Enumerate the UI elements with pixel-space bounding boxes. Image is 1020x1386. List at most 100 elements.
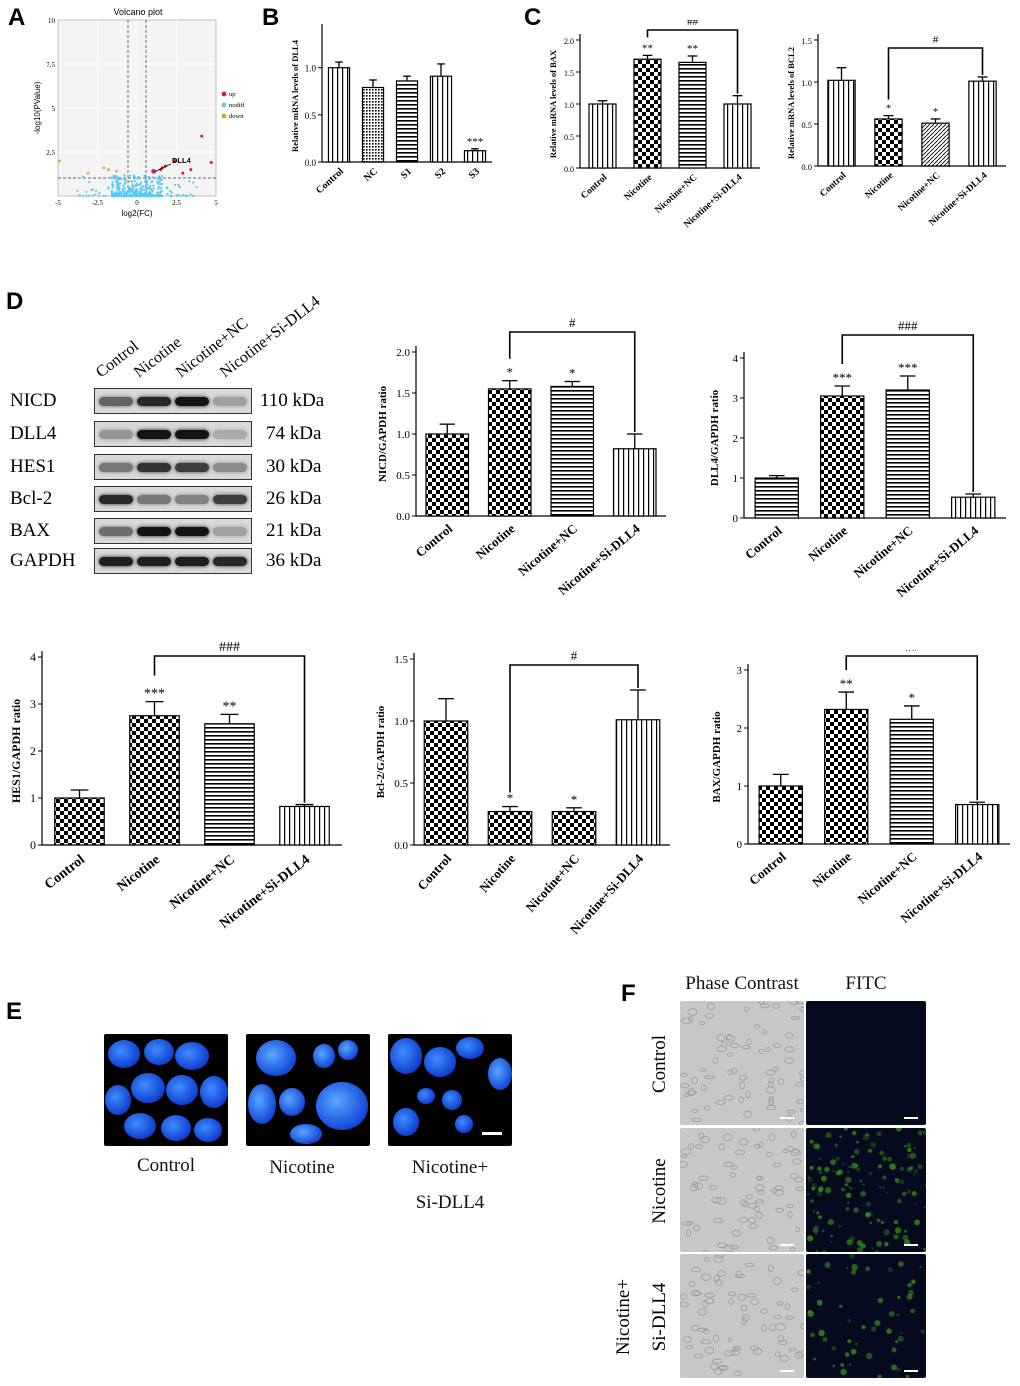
- point-nodiff: [122, 194, 125, 197]
- y-tick-label: 0: [737, 839, 743, 851]
- y-tick-label: 1.5: [801, 36, 812, 46]
- comparison-bracket: [841, 334, 975, 492]
- point-nodiff: [160, 186, 163, 190]
- chart-dll4-mrna: 0.0 0.5 1.0 Relative mRNA levels of DLL4 Con…: [290, 24, 492, 197]
- bar-control: [758, 785, 803, 845]
- caption-si-dll4: Si-DLL4: [415, 1192, 485, 1213]
- header-phase-contrast: Phase Contrast: [685, 973, 799, 994]
- point-nodiff: [114, 180, 118, 183]
- point-nodiff: [184, 194, 187, 198]
- panel-label-d: D: [6, 288, 24, 315]
- point-nodiff: [157, 177, 160, 180]
- band: [175, 430, 209, 439]
- point-nodiff: [140, 187, 143, 190]
- x-category-label: S3: [467, 166, 482, 181]
- row-label-nicotine-si-dll4: Nicotine+ Si-DLL4: [613, 1278, 670, 1356]
- point-nodiff: [152, 187, 155, 190]
- y-axis-label: Bcl-2/GAPDH ratio: [375, 705, 387, 798]
- nuclei-image-nicotine-si-dll4: [388, 1034, 512, 1146]
- point-nodiff: [117, 192, 121, 195]
- bar-nicotine: [874, 118, 903, 167]
- bar-nicotine-si-dll4: [615, 719, 661, 846]
- point-nodiff: [135, 193, 138, 197]
- legend-nodiff: nodiff: [229, 102, 246, 109]
- point-nodiff: [118, 193, 121, 197]
- bracket-label: ##: [905, 650, 919, 654]
- phase-contrast-image: [680, 1128, 804, 1252]
- blot-strip-nicd: [94, 388, 252, 414]
- point-nodiff: [129, 194, 132, 197]
- significance-stars: *: [933, 106, 939, 118]
- x-category-label: Control: [42, 852, 88, 892]
- band-name-bcl-2: Bcl-2: [10, 488, 53, 509]
- point-nodiff: [140, 189, 143, 192]
- comparison-bracket: [153, 655, 306, 803]
- band: [99, 463, 133, 472]
- bar-nicotine: [129, 715, 180, 846]
- point-nodiff: [160, 194, 163, 198]
- point-nodiff: [112, 184, 115, 187]
- bar-nicotine-si-dll4: [955, 803, 1000, 845]
- caption-nicotine: Nicotine: [269, 1157, 335, 1178]
- comparison-bracket: [887, 47, 984, 100]
- point-nodiff: [139, 192, 143, 195]
- x-category-label: Nicotine: [805, 523, 850, 564]
- x-category-label: Control: [746, 849, 789, 888]
- fitc-image: [806, 1254, 926, 1378]
- band: [213, 495, 247, 504]
- point-up: [209, 161, 213, 165]
- significance-stars: *: [886, 103, 892, 115]
- point-nodiff: [102, 194, 105, 198]
- blot-strip-dll4: [94, 421, 252, 447]
- point-nodiff: [111, 191, 114, 194]
- significance-stars: ***: [467, 136, 484, 148]
- point-nodiff: [157, 175, 161, 178]
- x-tick: 2.5: [172, 199, 181, 207]
- point-nodiff: [85, 190, 88, 193]
- point-down: [115, 170, 118, 173]
- chart-bcl2-mrna: 0.0 0.5 1.0 1.5 Relative mRNA levels of BCL2…: [786, 34, 1006, 228]
- point-nodiff: [166, 186, 169, 190]
- x-category-label: Control: [314, 166, 346, 197]
- volcano-plot: Volcano plot DLL4 10 7.5 5 2.5 -5 -2.5 0…: [33, 7, 246, 218]
- panel-label-c: C: [524, 4, 542, 31]
- significance-stars: *: [571, 792, 578, 807]
- point-nodiff: [105, 194, 108, 198]
- volcano-points: [58, 134, 213, 198]
- band: [213, 463, 247, 472]
- point-nodiff: [117, 178, 120, 181]
- y-tick-label: 1.0: [305, 64, 317, 74]
- point-nodiff: [145, 194, 149, 197]
- y-tick-label: 2.0: [396, 347, 410, 359]
- volcano-y-ticks: 10 7.5 5 2.5: [46, 17, 55, 157]
- volcano-legend: up nodiff down: [221, 91, 246, 120]
- band: [99, 397, 133, 406]
- row-label-control: Control: [649, 1034, 670, 1094]
- x-tick: -2.5: [92, 199, 104, 207]
- band: [99, 557, 133, 566]
- point-nodiff: [134, 190, 138, 194]
- y-tick-label: 2: [733, 433, 739, 445]
- point-nodiff: [186, 194, 189, 198]
- band: [175, 527, 209, 536]
- point-nodiff: [111, 181, 114, 184]
- point-nodiff: [110, 194, 113, 197]
- point-nodiff: [91, 194, 95, 197]
- nuclei-image-control: [104, 1034, 228, 1146]
- bar-nicotine-nc: [889, 718, 934, 845]
- bar-nicotine-nc: [550, 385, 595, 517]
- band-kda-hes1: 30 kDa: [266, 456, 322, 477]
- bar-control: [827, 79, 856, 167]
- y-axis-label: HES1/GAPDH ratio: [9, 699, 23, 803]
- point-nodiff: [114, 194, 117, 197]
- point-nodiff: [146, 186, 149, 189]
- caption-nicotine-plus: Nicotine+: [411, 1157, 489, 1178]
- x-category-label: Control: [818, 171, 848, 200]
- band: [175, 397, 209, 406]
- band: [175, 557, 209, 566]
- band-name-nicd: NICD: [10, 390, 57, 411]
- point-nodiff: [144, 186, 147, 189]
- fitc-image: [806, 1001, 926, 1125]
- x-category-label: Nicotine: [115, 852, 163, 894]
- point-nodiff: [91, 188, 95, 191]
